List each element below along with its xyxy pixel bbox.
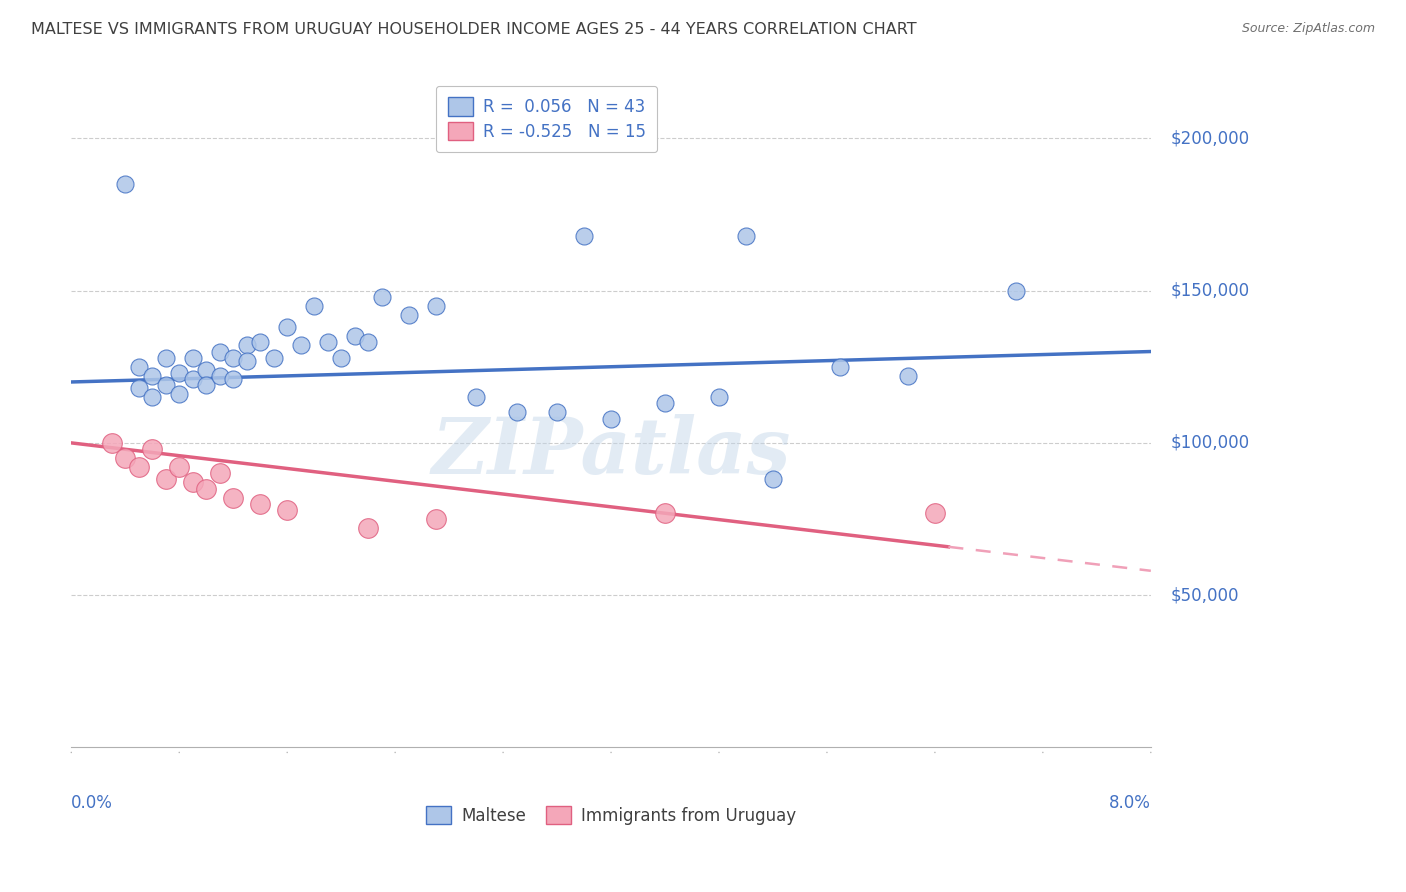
Point: [235, 353, 257, 368]
Point: [181, 351, 204, 365]
Point: [141, 368, 163, 383]
Point: [100, 436, 122, 450]
Text: $50,000: $50,000: [1171, 586, 1240, 604]
Point: [155, 472, 177, 486]
Point: [707, 390, 730, 404]
Point: [208, 368, 231, 383]
Point: [1005, 284, 1028, 298]
Point: [208, 344, 231, 359]
Point: [222, 491, 245, 505]
Point: [128, 381, 150, 395]
Point: [222, 351, 245, 365]
Text: Source: ZipAtlas.com: Source: ZipAtlas.com: [1241, 22, 1375, 36]
Point: [208, 467, 231, 481]
Text: 0.0%: 0.0%: [72, 794, 112, 813]
Point: [141, 390, 163, 404]
Point: [128, 359, 150, 374]
Point: [370, 290, 392, 304]
Point: [572, 228, 595, 243]
Point: [924, 506, 946, 520]
Text: 8.0%: 8.0%: [1109, 794, 1152, 813]
Point: [654, 506, 676, 520]
Point: [141, 442, 163, 456]
Point: [465, 390, 488, 404]
Point: [302, 299, 325, 313]
Text: MALTESE VS IMMIGRANTS FROM URUGUAY HOUSEHOLDER INCOME AGES 25 - 44 YEARS CORRELA: MALTESE VS IMMIGRANTS FROM URUGUAY HOUSE…: [31, 22, 917, 37]
Point: [114, 177, 136, 191]
Point: [276, 320, 298, 334]
Point: [235, 338, 257, 352]
Point: [505, 405, 527, 419]
Point: [114, 451, 136, 466]
Point: [735, 228, 758, 243]
Point: [546, 405, 568, 419]
Point: [263, 351, 285, 365]
Point: [167, 387, 190, 401]
Point: [195, 363, 218, 377]
Point: [398, 308, 420, 322]
Text: $200,000: $200,000: [1171, 129, 1250, 147]
Point: [600, 411, 623, 425]
Legend: Maltese, Immigrants from Uruguay: Maltese, Immigrants from Uruguay: [419, 799, 803, 831]
Point: [357, 521, 380, 535]
Point: [195, 482, 218, 496]
Point: [195, 378, 218, 392]
Point: [762, 472, 785, 486]
Point: [128, 460, 150, 475]
Point: [290, 338, 312, 352]
Point: [155, 351, 177, 365]
Point: [167, 460, 190, 475]
Point: [181, 372, 204, 386]
Text: ZIPatlas: ZIPatlas: [432, 415, 790, 491]
Point: [830, 359, 852, 374]
Point: [343, 329, 366, 343]
Point: [155, 378, 177, 392]
Point: [654, 396, 676, 410]
Text: $100,000: $100,000: [1171, 434, 1250, 452]
Point: [897, 368, 920, 383]
Point: [425, 299, 447, 313]
Point: [357, 335, 380, 350]
Point: [167, 366, 190, 380]
Point: [330, 351, 353, 365]
Point: [181, 475, 204, 490]
Text: $150,000: $150,000: [1171, 282, 1250, 300]
Point: [425, 512, 447, 526]
Point: [222, 372, 245, 386]
Point: [249, 335, 271, 350]
Point: [316, 335, 339, 350]
Point: [276, 503, 298, 517]
Point: [249, 497, 271, 511]
